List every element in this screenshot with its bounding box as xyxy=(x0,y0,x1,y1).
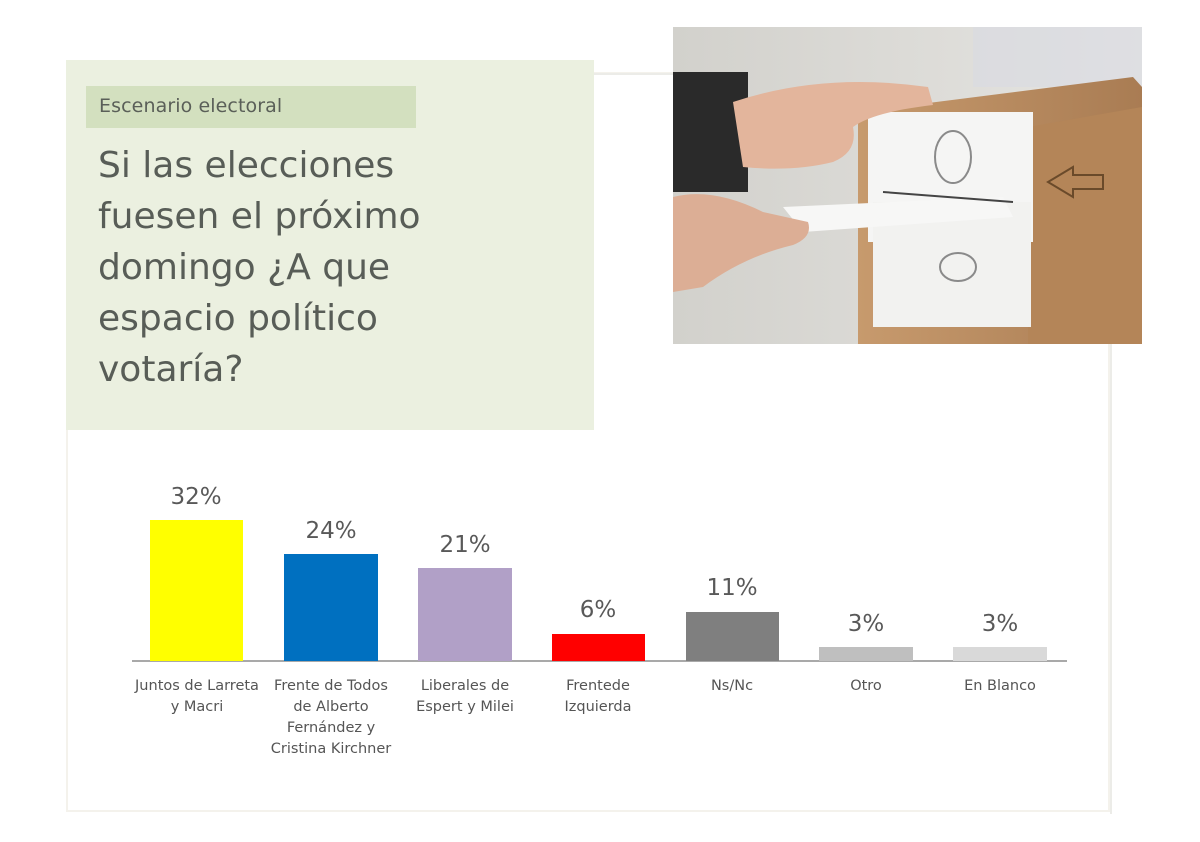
question-line: espacio político xyxy=(98,298,378,339)
decor-line xyxy=(594,73,674,75)
ballot-box-photo xyxy=(673,27,1142,344)
bar-frente-izquierda xyxy=(552,634,645,661)
question-title: Si las elecciones fuesen el próximo domi… xyxy=(98,140,578,395)
category-label: Frente de Todos de Alberto Fernández y C… xyxy=(261,676,401,760)
category-label: En Blanco xyxy=(930,676,1070,697)
category-label-line: Liberales de xyxy=(420,678,510,694)
bar-otro xyxy=(819,647,913,661)
category-label: Liberales de Espert y Milei xyxy=(395,676,535,718)
category-label-line: Juntos de Larreta xyxy=(135,678,259,694)
bar-value-label: 3% xyxy=(847,611,885,637)
category-label-line: Fernández y xyxy=(286,720,376,736)
decor-line xyxy=(1110,344,1112,814)
bar-value-label: 3% xyxy=(981,611,1019,637)
category-label-line: Otro xyxy=(850,678,882,694)
category-label: Frentede Izquierda xyxy=(528,676,668,718)
category-label-line: Frente de Todos xyxy=(274,678,388,694)
x-axis-line xyxy=(132,660,1067,662)
category-label: Ns/Nc xyxy=(662,676,802,697)
ballot-photo-illustration xyxy=(673,27,1142,344)
category-label-line: En Blanco xyxy=(964,678,1036,694)
category-label-line: Espert y Milei xyxy=(416,699,514,715)
bar-value-label: 6% xyxy=(579,597,617,623)
bar-liberales xyxy=(418,568,512,661)
question-line: domingo ¿A que xyxy=(98,247,391,288)
category-label-line: Ns/Nc xyxy=(710,678,754,694)
bar-juntos xyxy=(150,520,243,661)
question-line: fuesen el próximo xyxy=(98,196,421,237)
bar-value-label: 21% xyxy=(439,532,491,558)
question-line: votaría? xyxy=(98,349,244,390)
bar-en-blanco xyxy=(953,647,1047,661)
bar-value-label: 32% xyxy=(170,484,222,510)
category-label-line: Cristina Kirchner xyxy=(270,741,392,757)
category-label: Juntos de Larreta y Macri xyxy=(127,676,267,718)
question-line: Si las elecciones xyxy=(98,145,395,186)
section-tag: Escenario electoral xyxy=(86,86,416,128)
category-label: Otro xyxy=(796,676,936,697)
category-label-line: de Alberto xyxy=(293,699,369,715)
bar-frente-de-todos xyxy=(284,554,378,661)
section-tag-label: Escenario electoral xyxy=(99,95,283,117)
bar-value-label: 11% xyxy=(706,575,758,601)
bar-value-label: 24% xyxy=(305,518,357,544)
category-label-line: y Macri xyxy=(170,699,224,715)
bar-ns-nc xyxy=(686,612,779,661)
category-label-line: Izquierda xyxy=(564,699,632,715)
category-label-line: Frentede xyxy=(566,678,630,694)
